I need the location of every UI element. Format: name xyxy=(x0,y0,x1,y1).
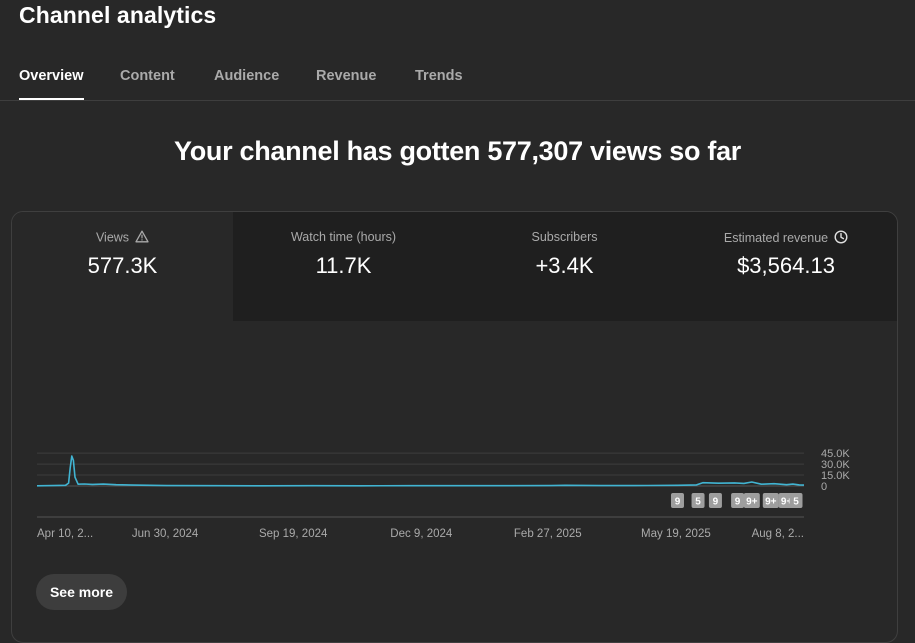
tab-content[interactable]: Content xyxy=(120,68,175,84)
tab-audience[interactable]: Audience xyxy=(214,68,280,84)
upload-marker[interactable]: 9 xyxy=(708,493,722,508)
upload-marker-box xyxy=(691,493,705,508)
tab-bar: Overview Content Audience Revenue Trends xyxy=(0,58,915,101)
metric-value: +3.4K xyxy=(535,253,594,278)
metric-value: 11.7K xyxy=(315,253,372,278)
upload-marker[interactable]: 5 xyxy=(691,493,705,508)
tab-trends[interactable]: Trends xyxy=(415,68,463,84)
upload-marker-label: 5 xyxy=(793,497,799,508)
tab-revenue[interactable]: Revenue xyxy=(316,68,377,84)
views-series-line xyxy=(36,455,805,487)
metric-value: $3,564.13 xyxy=(737,253,835,278)
see-more-button[interactable]: See more xyxy=(36,574,127,610)
metric-value: 577.3K xyxy=(87,253,158,278)
metric-estimated-revenue[interactable]: Estimated revenue $3,564.13 xyxy=(675,212,897,321)
x-tick-label: Feb 27, 2025 xyxy=(514,528,582,540)
x-tick-label: Jun 30, 2024 xyxy=(132,528,199,540)
y-tick-label: 15.0K xyxy=(821,470,850,482)
metric-label: Subscribers xyxy=(531,230,598,244)
x-tick-label: Aug 8, 2... xyxy=(752,528,804,540)
upload-marker-label: 9+ xyxy=(746,497,758,508)
metric-watch-time[interactable]: Watch time (hours) 11.7K xyxy=(233,212,455,321)
metric-label: Watch time (hours) xyxy=(290,230,397,244)
y-tick-label: 45.0K xyxy=(821,448,850,460)
warning-icon[interactable] xyxy=(135,230,149,246)
x-tick-label: May 19, 2025 xyxy=(641,528,711,540)
upload-marker[interactable]: 5 xyxy=(789,493,803,508)
upload-marker-label: 9 xyxy=(675,497,681,508)
metric-views[interactable]: Views 577.3K xyxy=(12,212,234,321)
clock-icon[interactable] xyxy=(834,230,848,247)
headline: Your channel has gotten 577,307 views so… xyxy=(173,136,741,166)
x-tick-label: Sep 19, 2024 xyxy=(259,528,328,540)
upload-marker[interactable]: 9 xyxy=(670,493,684,508)
upload-marker[interactable]: 9 xyxy=(731,493,745,508)
y-tick-label: 30.0K xyxy=(821,459,850,471)
metric-tabs: Views 577.3K Watch time (hours) 11.7K Su… xyxy=(12,212,897,321)
upload-marker-box xyxy=(789,493,803,508)
tab-overview[interactable]: Overview xyxy=(19,68,84,100)
upload-marker[interactable]: 9+ xyxy=(743,493,760,508)
analytics-card: Views 577.3K Watch time (hours) 11.7K Su… xyxy=(11,211,898,643)
upload-marker-label: 9 xyxy=(735,497,741,508)
upload-marker[interactable]: 9+ xyxy=(762,493,779,508)
x-tick-label: Dec 9, 2024 xyxy=(390,528,453,540)
upload-marker-label: 5 xyxy=(695,497,701,508)
upload-marker-box xyxy=(708,493,722,508)
upload-marker-label: 9 xyxy=(713,497,719,508)
page-title: Channel analytics xyxy=(19,2,217,28)
metric-label: Views xyxy=(95,230,130,245)
metric-subscribers[interactable]: Subscribers +3.4K xyxy=(454,212,676,321)
x-tick-label: Apr 10, 2... xyxy=(37,528,93,540)
upload-marker-box xyxy=(731,493,745,508)
upload-marker-label: 9+ xyxy=(765,497,777,508)
upload-marker-label: 9+ xyxy=(781,497,793,508)
y-tick-label: 0 xyxy=(821,481,827,493)
upload-marker-box xyxy=(743,493,760,508)
upload-marker-box xyxy=(762,493,779,508)
upload-marker-box xyxy=(670,493,684,508)
metric-label: Estimated revenue xyxy=(723,230,829,245)
